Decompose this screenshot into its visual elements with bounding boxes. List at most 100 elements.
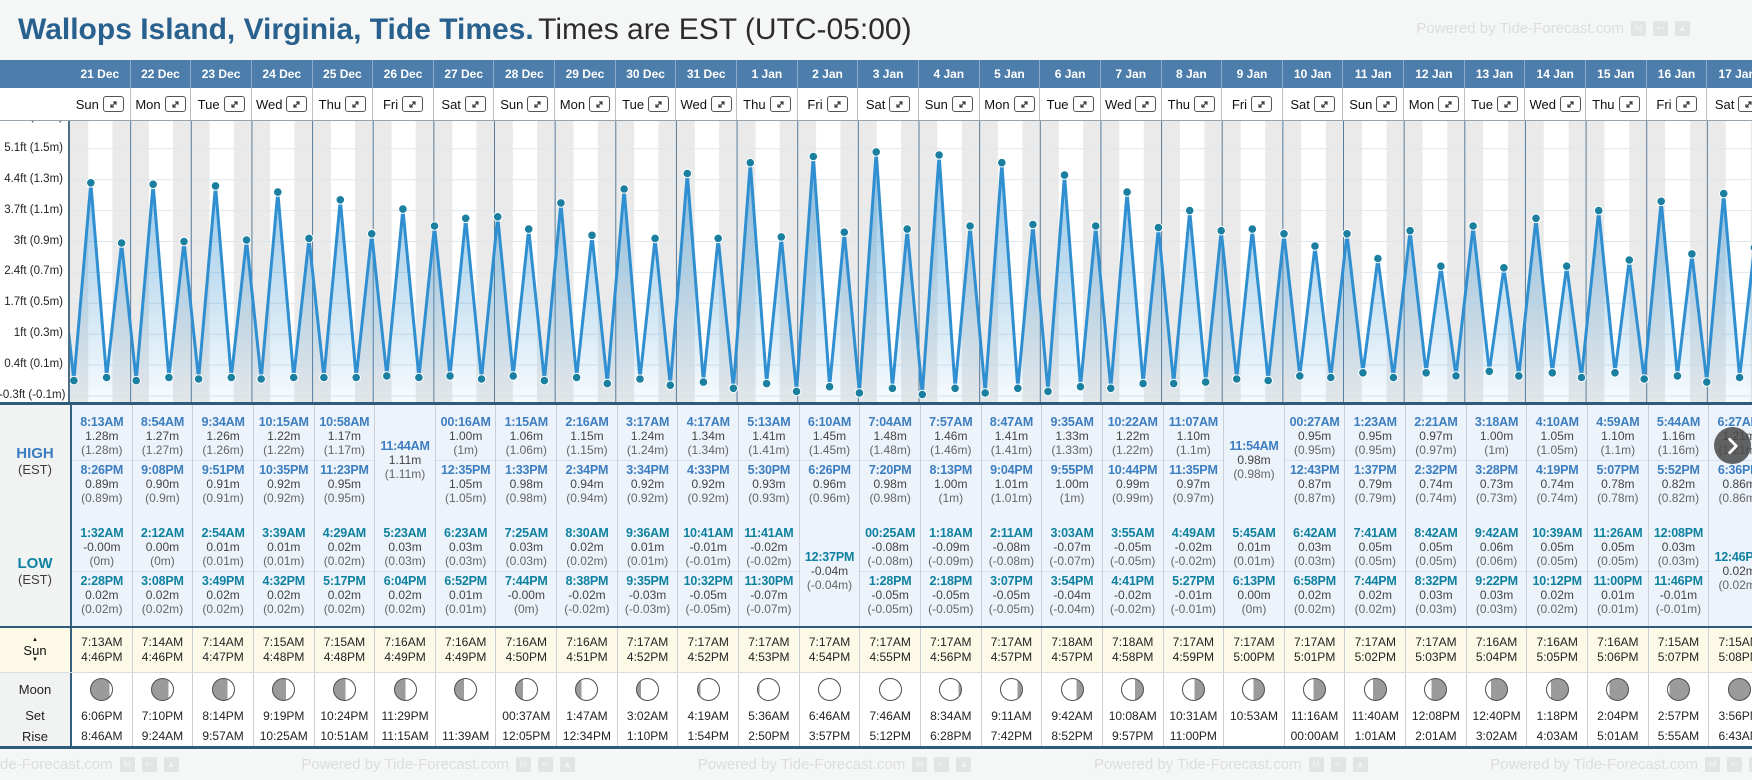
expand-day-button[interactable]: [1251, 96, 1273, 112]
expand-day-button[interactable]: [1497, 96, 1519, 112]
expand-day-button[interactable]: [1675, 96, 1697, 112]
next-days-button[interactable]: [1714, 427, 1751, 464]
expand-day-button[interactable]: [102, 96, 124, 112]
sunset-time: 4:56PM: [930, 650, 972, 664]
sunset-time: 4:57PM: [1051, 650, 1093, 664]
tide-height: 0.78m: [1601, 477, 1635, 491]
moonset-time: 6:46AM: [808, 708, 851, 723]
moonrise-cell: 7:42PM: [981, 726, 1043, 746]
tide-height: 1.16m: [1661, 429, 1696, 443]
date-header-cell: 15 Jan: [1586, 60, 1647, 88]
tide-height-metric: (1.16m): [1657, 443, 1700, 457]
dow-header-cell: Thu: [313, 88, 374, 120]
tide-height: 1.22m: [1116, 429, 1150, 443]
expand-day-button[interactable]: [710, 96, 732, 112]
tide-extreme-dot: [1547, 368, 1558, 378]
expand-day-button[interactable]: [1194, 96, 1216, 112]
low-tide-entry: 3:55AM -0.05m (-0.05m): [1103, 524, 1163, 571]
expand-day-button[interactable]: [1376, 96, 1398, 112]
tide-time: 9:42AM: [1474, 525, 1519, 540]
high-tide-entry: 1:23AM 0.95m (0.95m): [1345, 413, 1405, 460]
low-tide-cell: 3:55AM -0.05m (-0.05m) 4:41PM -0.02m (-0.02m): [1102, 516, 1164, 626]
low-tide-entry: 12:08PM 0.03m (0.03m): [1649, 524, 1709, 571]
expand-icon: [534, 100, 541, 108]
expand-icon: [655, 100, 662, 108]
expand-day-button[interactable]: [1738, 96, 1752, 112]
tide-height-metric: (1.1m): [1600, 443, 1636, 457]
tide-extreme-dot: [713, 233, 724, 244]
watermark-icon-2: ↩: [141, 757, 157, 772]
tide-height: 0.93m: [752, 477, 786, 491]
expand-day-button[interactable]: [589, 96, 611, 112]
tide-chart-svg: [57, 121, 1752, 402]
tide-time: 8:30AM: [565, 525, 609, 540]
tide-extreme-dot: [934, 150, 944, 160]
tide-height-metric: (0.95m): [323, 491, 366, 505]
expand-day-button[interactable]: [1313, 96, 1335, 112]
tide-height-metric: (1.48m): [869, 443, 911, 457]
expand-day-button[interactable]: [1013, 96, 1035, 112]
expand-day-button[interactable]: [1135, 96, 1157, 112]
watermark-icon-3: ▲: [163, 757, 179, 772]
tide-height-metric: (1.27m): [141, 443, 184, 457]
high-tide-entry: 7:57AM 1.46m (1.46m): [921, 413, 981, 460]
expand-day-button[interactable]: [1072, 96, 1094, 112]
date-label: 14 Jan: [1536, 67, 1574, 81]
tide-time: 1:15AM: [504, 415, 548, 429]
expand-day-button[interactable]: [1618, 96, 1640, 112]
expand-day-button[interactable]: [1438, 96, 1460, 112]
expand-day-button[interactable]: [345, 96, 367, 112]
tide-height-metric: (0.03m): [384, 553, 426, 568]
tide-height: 0.87m: [1297, 477, 1332, 491]
expand-day-button[interactable]: [951, 96, 973, 112]
moon-phase-cell: [1709, 673, 1752, 705]
tide-height: 0.89m: [85, 477, 119, 491]
tide-time: 4:19PM: [1535, 463, 1579, 477]
tide-time: 5:17PM: [323, 573, 366, 588]
expand-day-button[interactable]: [769, 96, 791, 112]
expand-day-button[interactable]: [164, 96, 186, 112]
dow-label: Mon: [984, 96, 1010, 112]
expand-day-button[interactable]: [464, 96, 486, 112]
dow-header-cell: Mon: [980, 88, 1041, 120]
sun-label: Sun: [23, 642, 47, 658]
expand-day-button[interactable]: [223, 96, 245, 112]
tide-height-metric: (-0.08m): [988, 553, 1035, 568]
dow-header-cell: Sat: [1283, 88, 1344, 120]
tide-time: 12:43PM: [1289, 463, 1340, 477]
expand-day-button[interactable]: [889, 96, 911, 112]
tide-extreme-dot: [1075, 381, 1086, 392]
watermark-text: Powered by Tide-Forecast.com: [1490, 756, 1698, 773]
sunset-time: 4:49PM: [444, 650, 487, 664]
tide-height: 0.03m: [1479, 587, 1514, 602]
moon-phase-icon: [514, 677, 538, 701]
dow-label: Sun: [1349, 96, 1373, 112]
tide-extreme-dot: [698, 377, 709, 387]
expand-day-button[interactable]: [527, 96, 549, 112]
sunrise-time: 7:17AM: [808, 635, 851, 649]
tide-height: 0.01m: [1237, 539, 1271, 554]
expand-day-button[interactable]: [286, 96, 308, 112]
expand-day-button[interactable]: [826, 96, 848, 112]
date-label: 4 Jan: [933, 67, 965, 81]
low-tide-cell: 2:12AM 0.00m (0m) 3:08PM 0.02m (0.02m): [132, 516, 194, 626]
expand-day-button[interactable]: [1559, 96, 1581, 112]
low-tide-entry: 5:45AM 0.01m (0.01m): [1224, 524, 1284, 571]
watermark-icon-3: ▲: [956, 757, 972, 772]
watermark-icon-1: M: [119, 757, 135, 772]
high-tide-cell: 8:13AM 1.28m (1.28m) 8:26PM 0.89m (0.89m): [72, 405, 133, 516]
dow-label: Tue: [197, 96, 220, 112]
tide-height: 0.01m: [267, 539, 301, 554]
tide-time: 12:46PM: [1714, 549, 1752, 564]
moonset-time: 5:36AM: [748, 708, 790, 723]
dow-label: Fri: [382, 96, 399, 112]
tide-extreme-dot: [69, 375, 79, 386]
expand-day-button[interactable]: [648, 96, 670, 112]
tide-height-metric: (0.02m): [323, 553, 366, 568]
expand-day-button[interactable]: [402, 96, 424, 112]
dow-header-cell: Tue: [616, 88, 677, 120]
moon-phase-cell: [72, 673, 133, 705]
low-tide-entry: 2:18PM -0.05m (-0.05m): [920, 570, 981, 619]
date-header-row: 21 Dec 22 Dec 23 Dec 24 Dec 25 Dec 26 Dec 27 D…: [0, 60, 1752, 88]
tide-extreme-dot: [1231, 374, 1242, 384]
